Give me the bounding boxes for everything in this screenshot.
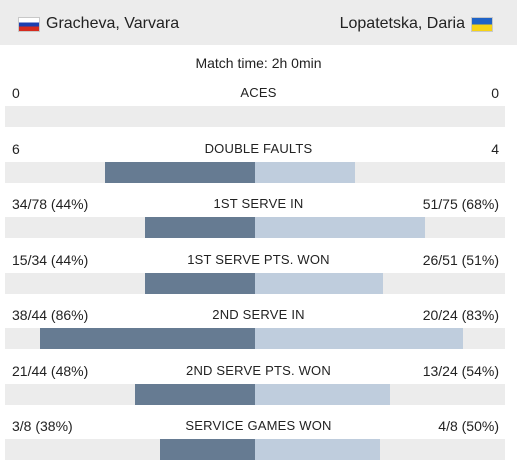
- stat-bar-left: [160, 439, 255, 460]
- players-header: Gracheva, Varvara Lopatetska, Daria: [0, 0, 517, 45]
- stat-label: DOUBLE FAULTS: [204, 141, 313, 156]
- stat-bar-left: [40, 328, 255, 349]
- stat-right-value: 51/75 (68%): [422, 196, 499, 212]
- stat-label: SERVICE GAMES WON: [185, 418, 332, 433]
- stat-row-2nd-serve-in: 38/44 (86%) 2ND SERVE IN 20/24 (83%): [0, 306, 517, 351]
- stat-right-value: 20/24 (83%): [422, 307, 499, 323]
- stat-bar-track: [5, 106, 505, 127]
- stat-bar-track: [5, 384, 505, 405]
- stat-label: 1ST SERVE IN: [213, 196, 304, 211]
- stat-left-value: 38/44 (86%): [12, 307, 89, 323]
- stat-bar-track: [5, 328, 505, 349]
- stat-row-1st-serve-pts-won: 15/34 (44%) 1ST SERVE PTS. WON 26/51 (51…: [0, 251, 517, 296]
- player-left[interactable]: Gracheva, Varvara: [18, 14, 179, 34]
- player-right-name[interactable]: Lopatetska, Daria: [339, 15, 465, 32]
- stat-bar-left: [145, 217, 255, 238]
- ukraine-flag-icon: [471, 16, 493, 32]
- stat-right-value: 13/24 (54%): [422, 363, 499, 379]
- stat-right-value: 26/51 (51%): [422, 252, 499, 268]
- stat-bar-right: [255, 439, 380, 460]
- stat-bar-right: [255, 217, 425, 238]
- stat-left-value: 15/34 (44%): [12, 252, 89, 268]
- stat-label: 2ND SERVE PTS. WON: [186, 363, 331, 378]
- stat-bar-track: [5, 439, 505, 460]
- stat-left-value: 34/78 (44%): [12, 196, 89, 212]
- stat-bar-right: [255, 328, 463, 349]
- player-left-name[interactable]: Gracheva, Varvara: [46, 15, 180, 32]
- stat-label: ACES: [240, 85, 277, 100]
- stat-row-1st-serve-in: 34/78 (44%) 1ST SERVE IN 51/75 (68%): [0, 195, 517, 240]
- player-right[interactable]: Lopatetska, Daria: [340, 14, 493, 34]
- stat-row-2nd-serve-pts-won: 21/44 (48%) 2ND SERVE PTS. WON 13/24 (54…: [0, 362, 517, 407]
- stat-bar-track: [5, 217, 505, 238]
- stat-label: 2ND SERVE IN: [212, 307, 305, 322]
- stat-bar-left: [145, 273, 255, 294]
- stat-left-value: 3/8 (38%): [12, 418, 73, 434]
- match-time: Match time: 2h 0min: [195, 55, 322, 71]
- stat-right-value: 4/8 (50%): [438, 418, 499, 434]
- stat-left-value: 21/44 (48%): [12, 363, 89, 379]
- stat-bar-right: [255, 273, 383, 294]
- russia-flag-icon: [18, 16, 40, 32]
- stat-bar-right: [255, 384, 390, 405]
- stat-bar-right: [255, 162, 355, 183]
- stat-right-value: 0: [491, 85, 499, 101]
- stat-bar-left: [135, 384, 255, 405]
- stat-bar-left: [105, 162, 255, 183]
- stat-bar-track: [5, 273, 505, 294]
- stat-bar-track: [5, 162, 505, 183]
- stat-left-value: 0: [12, 85, 20, 101]
- stat-row-double-faults: 6 DOUBLE FAULTS 4: [0, 140, 517, 185]
- stat-label: 1ST SERVE PTS. WON: [187, 252, 330, 267]
- stat-right-value: 4: [491, 141, 499, 157]
- stat-row-service-games-won: 3/8 (38%) SERVICE GAMES WON 4/8 (50%): [0, 417, 517, 462]
- stat-row-aces: 0 ACES 0: [0, 84, 517, 129]
- stat-left-value: 6: [12, 141, 20, 157]
